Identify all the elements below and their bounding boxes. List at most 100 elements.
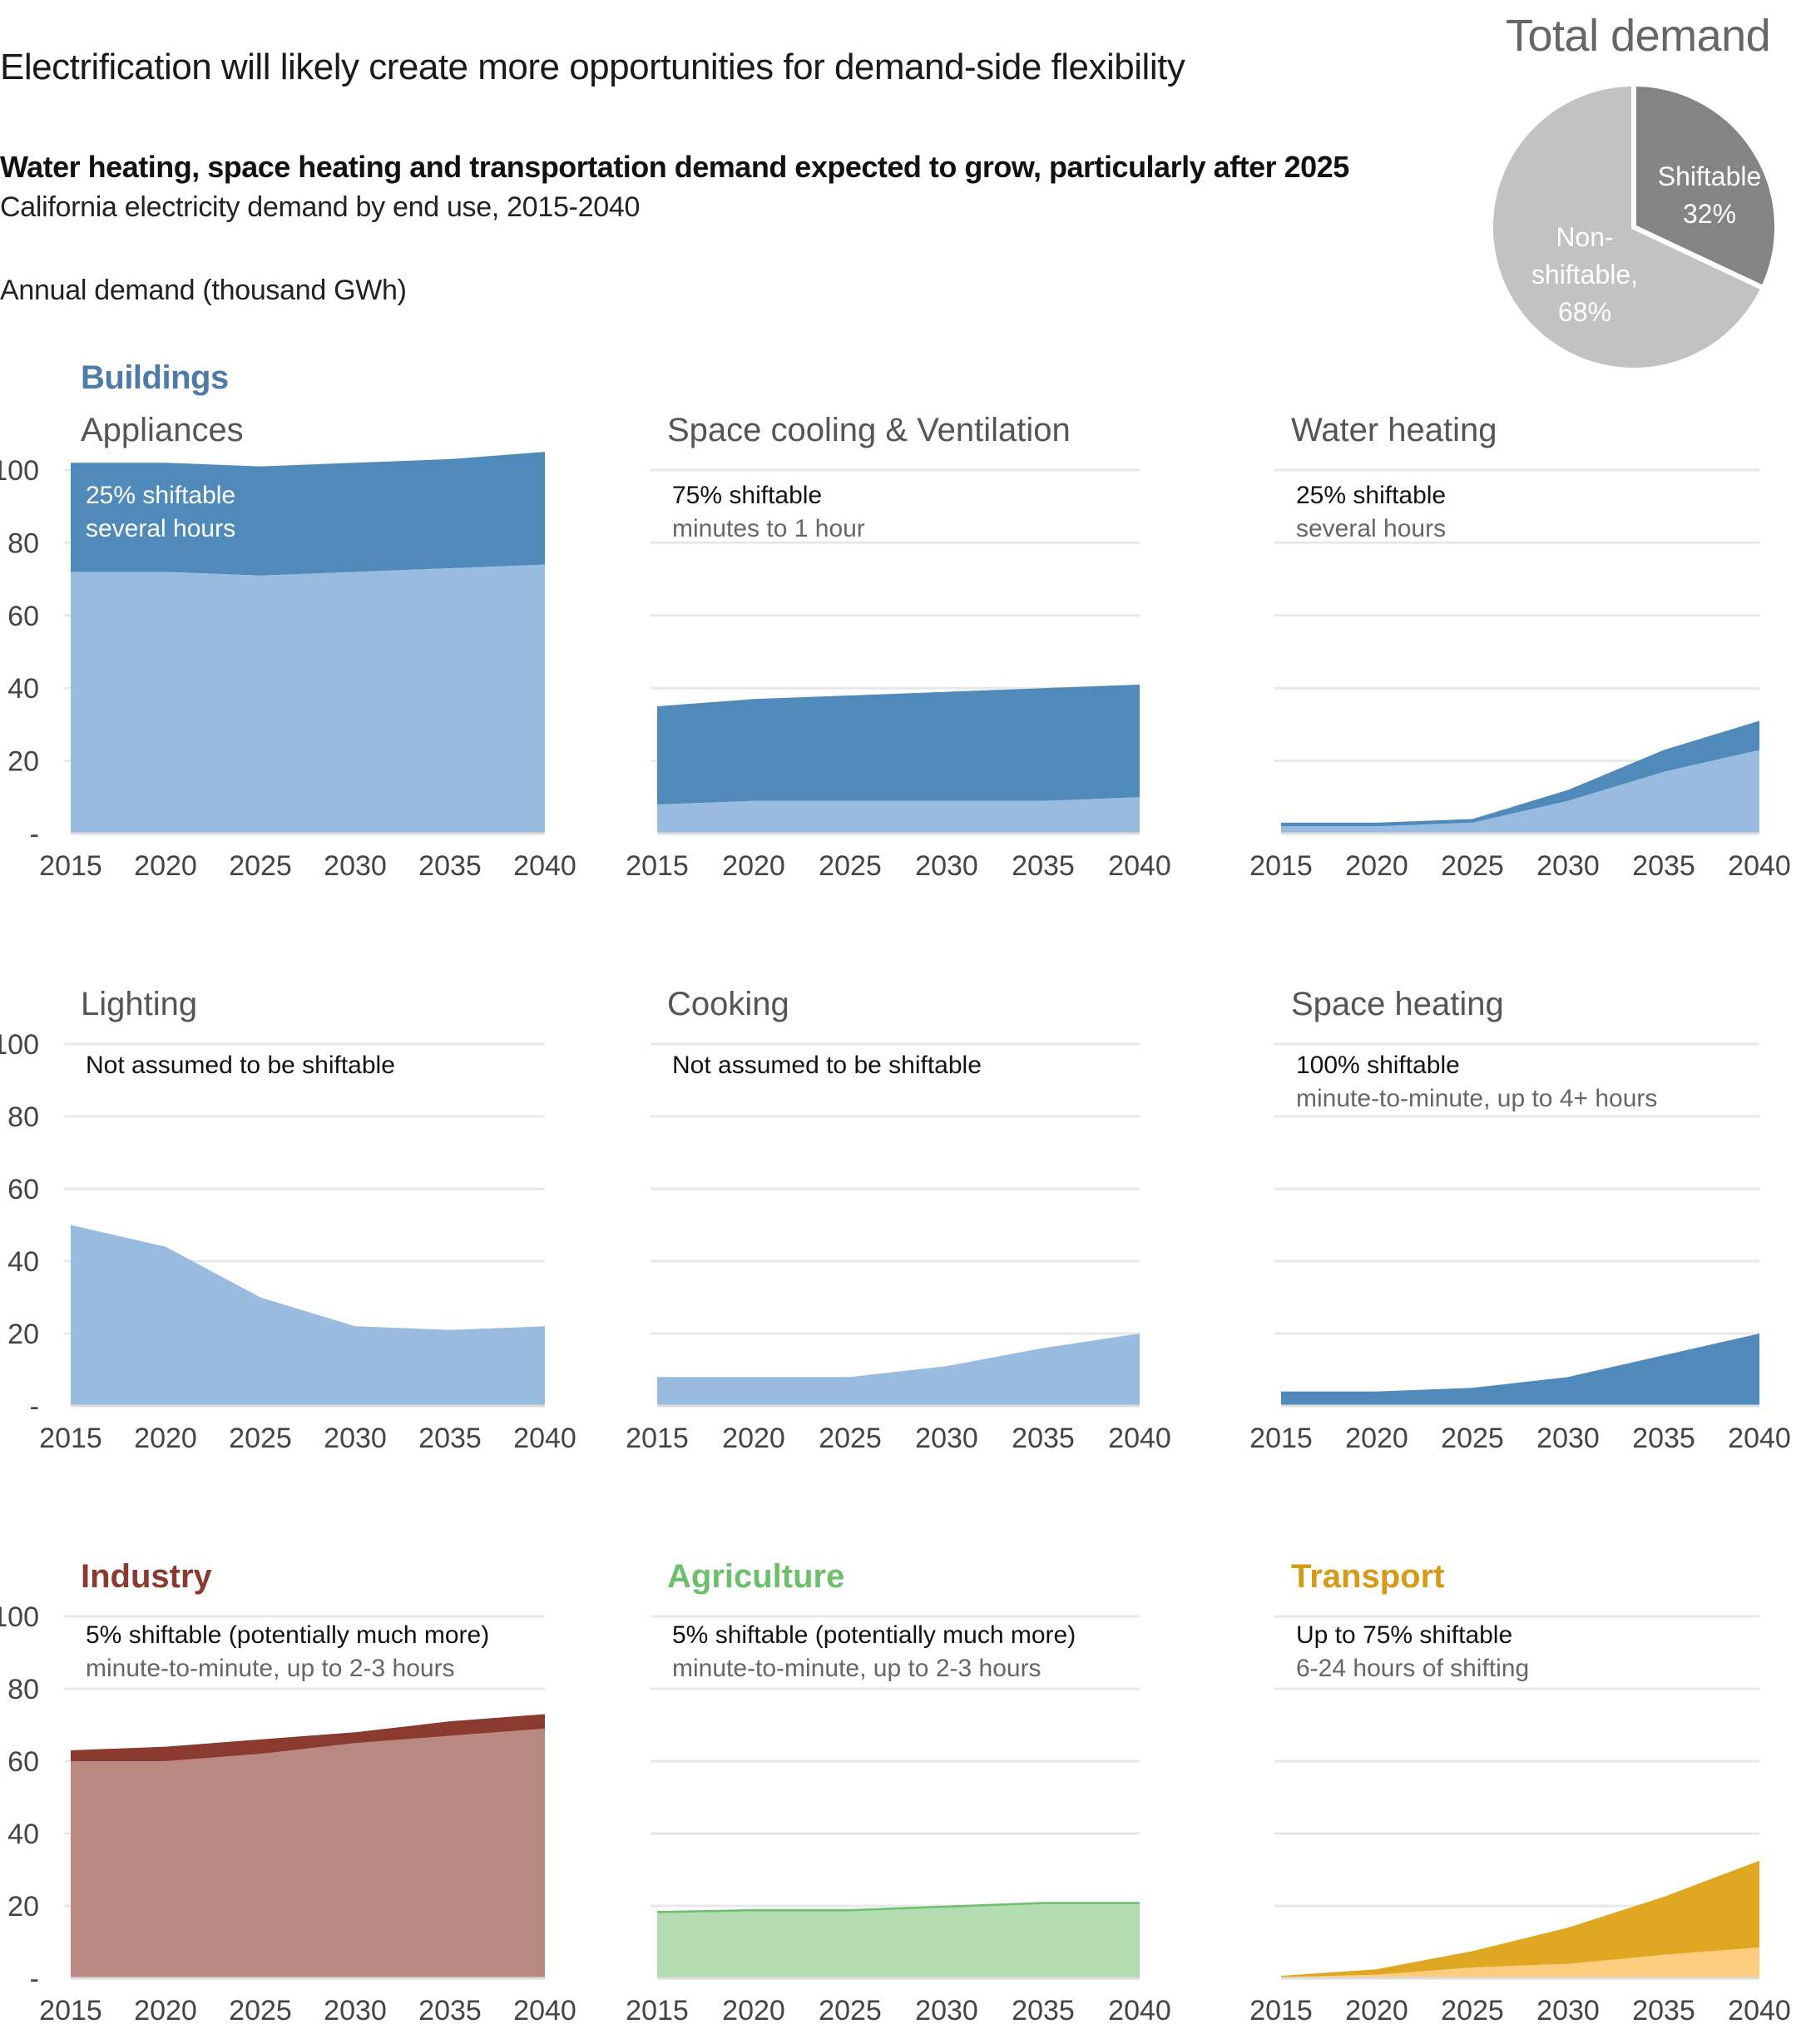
x-tick-label: 2035 [418,1423,482,1454]
y-tick-label: 40 [7,1819,39,1850]
x-tick-label: 2015 [1249,850,1313,882]
panel-title-industry: Industry [81,1558,213,1595]
x-tick-label: 2020 [134,850,197,882]
y-tick-label: 100 [0,455,39,487]
x-tick-label: 2030 [915,1995,978,2027]
x-tick-label: 2030 [1536,1995,1600,2027]
area-non-industry [71,1728,545,1978]
chart-subtitle: Water heating, space heating and transpo… [0,150,1349,184]
pie-label-shiftable: Shiftable [1658,161,1762,191]
x-tick-label: 2040 [513,1995,576,2027]
x-tick-label: 2025 [819,850,882,882]
y-tick-label: 20 [7,1891,39,1923]
area-non-lighting [71,1225,545,1406]
panel-note-transport: Up to 75% shiftable [1296,1621,1512,1649]
x-tick-label: 2015 [1249,1995,1313,2027]
x-tick-label: 2040 [1728,1995,1791,2027]
area-non-space-cooling-ventilation [657,797,1140,834]
x-tick-label: 2035 [1632,1423,1695,1454]
y-tick-label: - [30,1391,39,1423]
panel-note-cooking: Not assumed to be shiftable [672,1052,982,1079]
x-tick-label: 2025 [229,1995,292,2027]
area-non-appliances [71,564,545,834]
x-tick-label: 2025 [229,1423,292,1454]
area-shiftable-agriculture [657,1902,1140,1913]
x-tick-label: 2040 [513,850,576,882]
y-tick-label: 80 [7,527,39,559]
x-tick-label: 2025 [819,1995,882,2027]
panel-title-lighting: Lighting [81,986,197,1022]
x-tick-label: 2040 [513,1423,576,1454]
y-tick-label: 60 [7,1174,39,1205]
y-tick-label: 80 [7,1674,39,1705]
y-tick-label: 100 [0,1601,39,1633]
panel-title-space-cooling-ventilation: Space cooling & Ventilation [667,412,1071,448]
panel-note-detail-appliances: several hours [86,515,235,542]
x-tick-label: 2035 [1632,1995,1695,2027]
panel-note-industry: 5% shiftable (potentially much more) [86,1621,489,1649]
panel-note-detail-industry: minute-to-minute, up to 2-3 hours [86,1655,455,1682]
pie-label-non-shiftable: shiftable, [1531,260,1638,290]
x-tick-label: 2020 [1345,850,1408,882]
x-tick-label: 2020 [1345,1423,1408,1454]
x-tick-label: 2015 [626,850,689,882]
pie-label-shiftable-pct: 32% [1683,199,1736,229]
area-shiftable-water-heating [1281,720,1759,827]
panel-title-agriculture: Agriculture [667,1558,844,1595]
pie-title: Total demand [1506,11,1771,61]
area-shiftable-appliances [71,452,545,576]
x-tick-label: 2015 [39,850,102,882]
panel-note-detail-space-heating: minute-to-minute, up to 4+ hours [1296,1085,1657,1112]
y-tick-label: 40 [7,673,39,705]
panel-note-space-cooling-ventilation: 75% shiftable [672,482,822,509]
x-tick-label: 2020 [134,1995,197,2027]
x-tick-label: 2040 [1728,850,1791,882]
pie-label-non-shiftable-pct: 68% [1558,297,1611,327]
unit-label: Annual demand (thousand GWh) [0,275,407,306]
panel-note-detail-transport: 6-24 hours of shifting [1296,1655,1529,1682]
y-tick-label: - [30,1963,39,1995]
x-tick-label: 2035 [418,850,482,882]
x-tick-label: 2025 [1441,1423,1504,1454]
x-tick-label: 2030 [1536,850,1600,882]
panel-note-detail-water-heating: several hours [1296,515,1446,542]
panel-note-detail-agriculture: minute-to-minute, up to 2-3 hours [672,1655,1042,1682]
x-tick-label: 2020 [134,1423,197,1454]
area-non-transport [1281,1947,1759,1978]
x-tick-label: 2035 [1632,850,1695,882]
y-tick-label: 80 [7,1101,39,1133]
panel-title-cooking: Cooking [667,986,789,1022]
x-tick-label: 2025 [1441,1995,1504,2027]
panel-title-appliances: Appliances [81,412,244,448]
panel-note-appliances: 25% shiftable [86,482,235,509]
y-tick-label: 20 [7,746,39,778]
panel-note-lighting: Not assumed to be shiftable [86,1052,395,1079]
x-tick-label: 2025 [819,1423,882,1454]
x-tick-label: 2035 [418,1995,482,2027]
x-tick-label: 2015 [626,1995,689,2027]
pie-slice-shiftable [1631,81,1779,292]
panel-title-transport: Transport [1291,1558,1444,1595]
x-tick-label: 2040 [1108,1995,1171,2027]
area-non-agriculture [657,1903,1140,1978]
x-tick-label: 2035 [1012,1423,1075,1454]
y-tick-label: 40 [7,1246,39,1278]
x-tick-label: 2020 [722,1995,785,2027]
x-tick-label: 2015 [1249,1423,1313,1454]
y-tick-label: 20 [7,1319,39,1350]
area-shiftable-space-cooling-ventilation [657,684,1140,805]
area-shiftable-industry [71,1714,545,1761]
area-non-cooking [657,1334,1140,1406]
chart-description: California electricity demand by end use… [0,191,641,223]
y-tick-label: - [30,819,39,850]
x-tick-label: 2020 [1345,1995,1408,2027]
x-tick-label: 2020 [722,850,785,882]
panel-title-space-heating: Space heating [1291,986,1504,1022]
area-non-water-heating [1281,750,1759,834]
x-tick-label: 2030 [1536,1423,1600,1454]
x-tick-label: 2020 [722,1423,785,1454]
x-tick-label: 2030 [915,850,978,882]
x-tick-label: 2035 [1012,850,1075,882]
area-shiftable-transport [1281,1860,1759,1977]
